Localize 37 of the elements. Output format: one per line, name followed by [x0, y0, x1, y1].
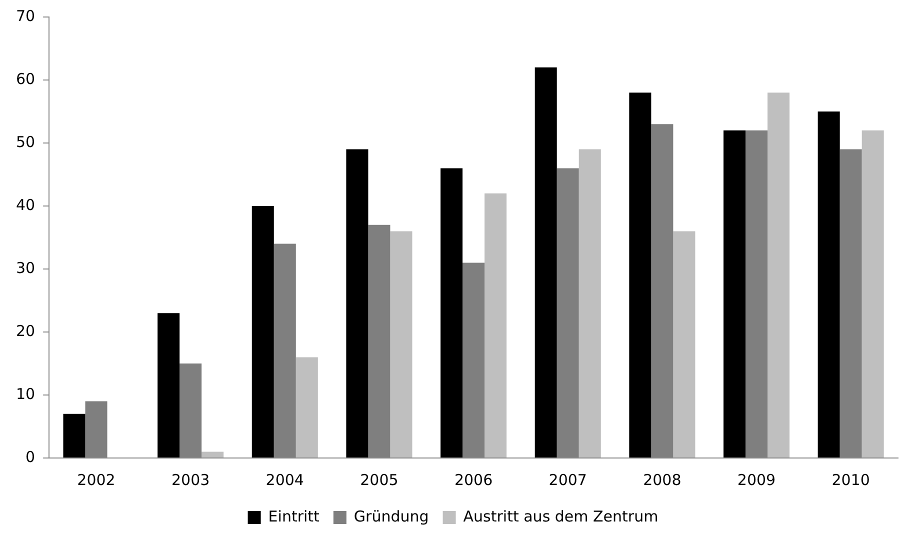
- bar: [818, 112, 840, 458]
- bar: [862, 130, 884, 458]
- y-tick-label: 0: [26, 448, 36, 466]
- y-tick-label: 40: [16, 196, 36, 214]
- legend-label: Austritt aus dem Zentrum: [463, 507, 658, 526]
- x-tick-label: 2007: [548, 470, 587, 489]
- bar: [440, 168, 463, 458]
- legend-label: Eintritt: [268, 507, 320, 526]
- bar: [390, 231, 412, 458]
- x-tick-label: 2003: [171, 470, 210, 489]
- x-tick-label: 2002: [77, 470, 116, 489]
- bar: [158, 313, 180, 458]
- x-tick-label: 2004: [266, 470, 304, 489]
- bar: [484, 193, 507, 458]
- y-tick-label: 60: [16, 70, 36, 88]
- bar: [63, 414, 86, 458]
- bar: [534, 67, 557, 458]
- bar: [629, 92, 652, 458]
- bar: [768, 92, 790, 458]
- bar: [673, 231, 696, 458]
- x-tick-label: 2006: [454, 470, 493, 489]
- y-tick-label: 70: [16, 6, 36, 25]
- bar: [724, 130, 746, 458]
- bar: [252, 206, 274, 458]
- y-tick-label: 30: [16, 258, 36, 277]
- bar: [202, 452, 224, 458]
- bar: [296, 357, 318, 458]
- y-tick-label: 20: [16, 322, 36, 340]
- bar: [346, 149, 368, 458]
- x-tick-label: 2005: [360, 470, 398, 489]
- y-tick-label: 10: [16, 384, 36, 403]
- x-tick-label: 2009: [737, 470, 776, 489]
- x-tick-label: 2008: [643, 470, 682, 489]
- legend-label: Gründung: [354, 507, 429, 526]
- bar: [578, 149, 601, 458]
- y-tick-label: 50: [16, 132, 36, 151]
- x-tick-label: 2010: [832, 470, 870, 489]
